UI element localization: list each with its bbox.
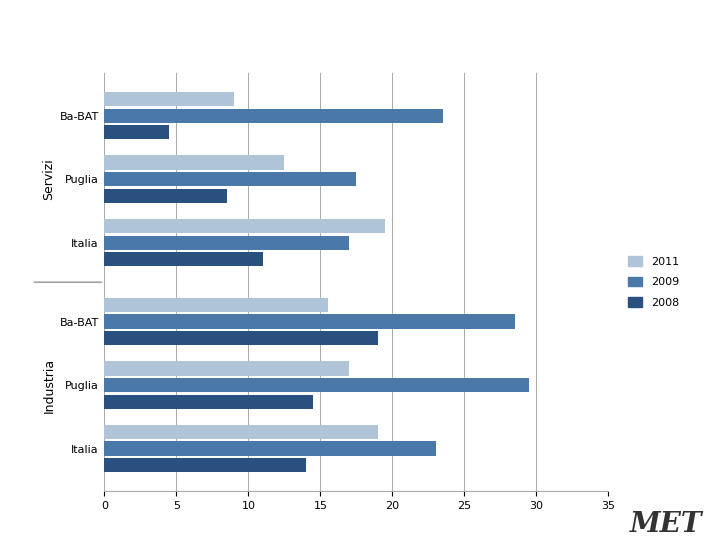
Bar xyxy=(104,219,385,233)
Bar xyxy=(104,125,169,139)
Bar xyxy=(104,188,227,203)
Bar xyxy=(104,458,306,472)
Text: MET: MET xyxy=(629,511,702,538)
Bar xyxy=(104,331,378,346)
Legend: 2011, 2009, 2008: 2011, 2009, 2008 xyxy=(624,252,683,312)
Bar xyxy=(104,235,349,250)
Bar xyxy=(104,156,284,170)
Bar xyxy=(104,425,378,439)
Bar xyxy=(104,378,529,392)
Bar xyxy=(104,314,515,329)
Bar xyxy=(104,361,349,376)
Text: Percentuale di imprese in perdita, 2008-2011: Percentuale di imprese in perdita, 2008-… xyxy=(18,23,552,43)
Bar xyxy=(104,109,443,123)
Bar xyxy=(104,442,436,456)
Bar xyxy=(104,395,313,409)
Bar xyxy=(104,252,263,266)
Text: Industria: Industria xyxy=(42,357,55,413)
Bar xyxy=(104,92,234,106)
Text: Servizi: Servizi xyxy=(42,158,55,200)
Bar xyxy=(104,172,356,186)
Bar xyxy=(104,298,328,312)
